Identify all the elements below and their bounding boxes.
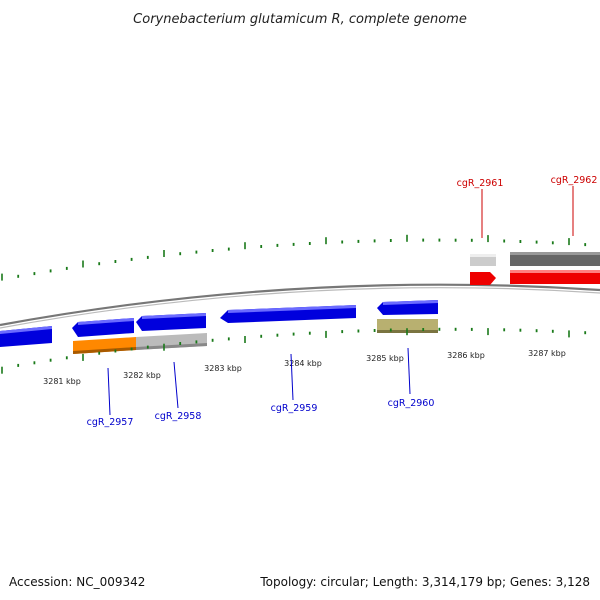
gene-block-shadow: [136, 343, 207, 350]
genome-backbone-outer: [0, 283, 600, 327]
gene-label-cgR_2960[interactable]: cgR_2960: [388, 398, 435, 409]
kbp-label: 3283 kbp: [204, 364, 242, 373]
kbp-label: 3282 kbp: [123, 371, 161, 380]
gene-arrow-highlight: [228, 305, 356, 313]
gene-arrow-highlight: [78, 318, 134, 325]
topology-text: Topology: circular; Length: 3,314,179 bp…: [259, 575, 590, 589]
gene-block-highlight: [510, 270, 600, 273]
kbp-labels: 3281 kbp 3282 kbp 3283 kbp 3284 kbp 3285…: [43, 349, 566, 386]
forward-strand-genes: [470, 252, 600, 285]
gene-block-cgR_2962[interactable]: [510, 270, 600, 284]
reverse-strand-genes: [0, 300, 438, 354]
genome-backbone-inner: [0, 287, 600, 329]
outer-tick-ring: [1, 234, 587, 281]
genome-title: Corynebacterium glutamicum R, complete g…: [133, 12, 467, 27]
gene-label-cgR_2961[interactable]: cgR_2961: [457, 178, 504, 189]
leader-line: [290, 353, 294, 401]
gene-block-highlight: [510, 252, 600, 255]
reverse-gene-labels: cgR_2957 cgR_2958 cgR_2959 cgR_2960: [87, 347, 435, 428]
kbp-label: 3284 kbp: [284, 359, 322, 368]
gene-arrow-highlight: [383, 300, 438, 305]
gene-arrow-cgR_2961[interactable]: [470, 272, 496, 285]
gene-arrow-highlight: [142, 313, 206, 319]
kbp-label: 3287 kbp: [528, 349, 566, 358]
gene-block[interactable]: [510, 252, 600, 266]
gene-block-shadow: [73, 347, 136, 354]
gene-label-cgR_2962[interactable]: cgR_2962: [551, 175, 598, 186]
gene-block-highlight: [470, 254, 496, 257]
kbp-label: 3285 kbp: [366, 354, 404, 363]
kbp-label: 3281 kbp: [43, 377, 81, 386]
gene-label-cgR_2957[interactable]: cgR_2957: [87, 417, 134, 428]
gene-label-cgR_2958[interactable]: cgR_2958: [155, 411, 202, 422]
gene-arrow-highlight: [0, 326, 52, 334]
leader-line: [173, 361, 179, 409]
kbp-label: 3286 kbp: [447, 351, 485, 360]
accession-text: Accession: NC_009342: [9, 575, 145, 589]
leader-line: [107, 367, 111, 416]
inner-tick-ring: [1, 327, 587, 374]
leader-line: [407, 347, 411, 395]
forward-gene-labels: cgR_2961 cgR_2962: [457, 175, 598, 238]
gene-label-cgR_2959[interactable]: cgR_2959: [271, 403, 318, 414]
